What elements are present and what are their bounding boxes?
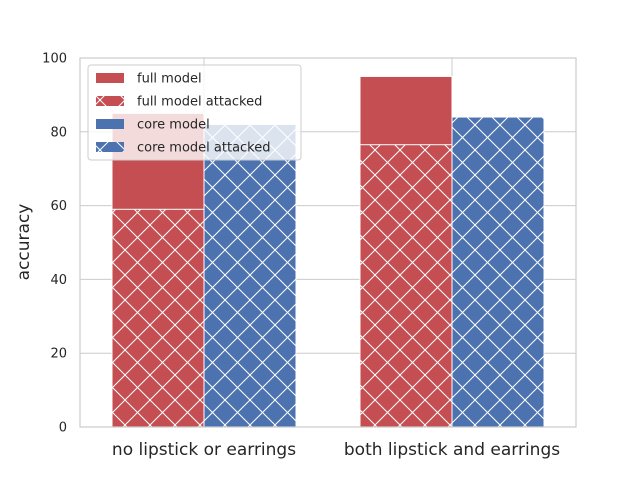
y-tick-label: 60 (50, 199, 67, 214)
legend-label: core model attacked (137, 141, 271, 156)
x-category-label: no lipstick or earrings (112, 440, 296, 460)
y-tick-label: 80 (50, 125, 67, 140)
bar-hatch (360, 144, 452, 427)
y-axis-label: accuracy (14, 204, 34, 281)
x-category-label: both lipstick and earrings (344, 440, 560, 460)
y-tick-label: 0 (59, 421, 67, 436)
legend-swatch-hatch (96, 142, 124, 152)
bar-hatch (112, 209, 204, 427)
legend-box (87, 64, 302, 161)
bar-hatch (204, 124, 296, 428)
y-tick-label: 100 (42, 52, 67, 67)
plot-frame (79, 57, 577, 428)
legend-swatch (96, 73, 124, 83)
y-tick-label: 40 (50, 273, 67, 288)
legend-label: core model (137, 118, 210, 133)
y-tick-label: 20 (50, 347, 67, 362)
bars (111, 75, 545, 428)
legend: full model full model attacked core model c… (87, 64, 302, 161)
bar-hatch (452, 117, 544, 427)
y-tick-labels: 0 20 40 60 80 100 (42, 52, 67, 436)
legend-label: full model attacked (137, 95, 262, 110)
legend-swatch-hatch (96, 96, 124, 106)
x-tick-labels: no lipstick or earrings both lipstick and… (112, 440, 560, 460)
legend-swatch (96, 119, 124, 129)
legend-label: full model (137, 72, 202, 87)
